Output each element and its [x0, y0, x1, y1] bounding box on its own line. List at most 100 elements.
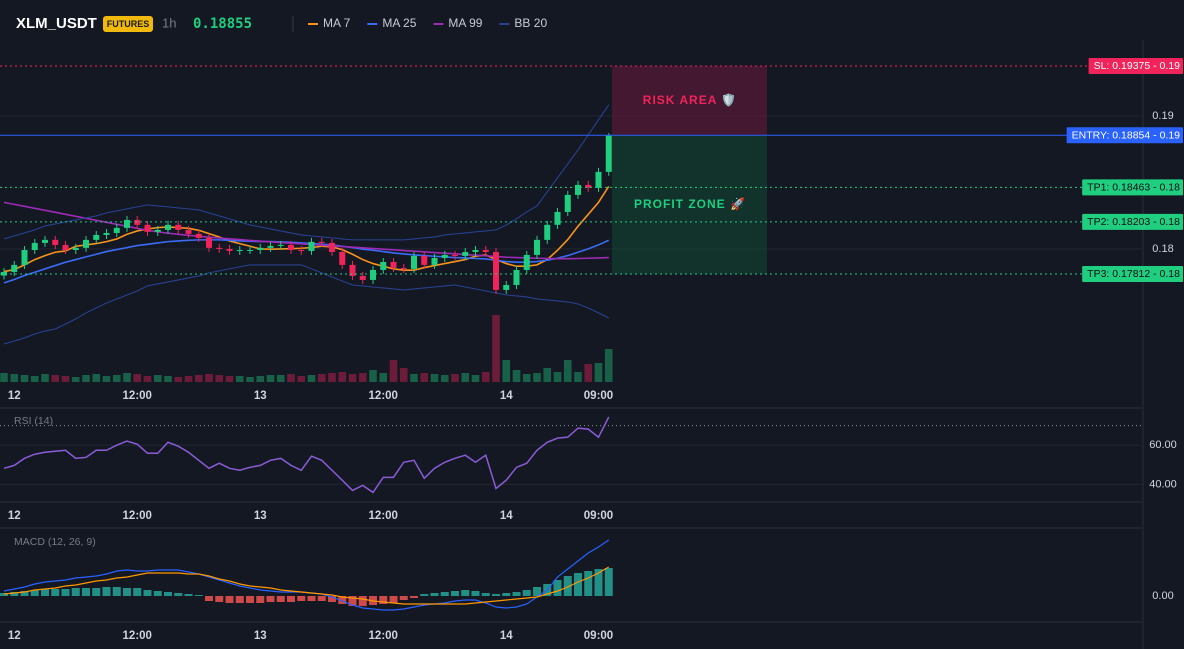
x-tick-label: 14: [500, 390, 513, 402]
indicator-line: [3, 104, 610, 241]
volume-bar: [10, 374, 19, 382]
y-tick-label: 40.00: [1149, 478, 1177, 490]
volume-bar: [215, 375, 224, 382]
histogram-bar: [30, 590, 39, 596]
histogram-bar: [41, 589, 49, 596]
volume-bar: [594, 363, 603, 382]
volume-bar: [492, 315, 500, 382]
volume-bar: [369, 370, 377, 382]
candle-body: [11, 264, 18, 272]
histogram-bar: [410, 596, 418, 598]
candle-body: [298, 249, 305, 251]
volume-bar: [307, 375, 316, 382]
candle-body: [288, 244, 294, 250]
y-tick-label: 0.00: [1152, 590, 1173, 602]
candle-body: [165, 224, 171, 230]
x-tick-label: 09:00: [584, 510, 613, 522]
volume-bar: [92, 374, 101, 382]
level-tag: TP2: 0.18203 - 0.18: [1087, 216, 1180, 228]
indicator-line: [3, 185, 610, 273]
histogram-bar: [440, 592, 449, 596]
histogram-bar: [399, 596, 408, 600]
histogram-bar: [61, 589, 70, 596]
histogram-bar: [389, 596, 398, 603]
level-tag: TP1: 0.18463 - 0.18: [1087, 182, 1180, 194]
histogram-bar: [194, 595, 203, 596]
histogram-bar: [584, 571, 593, 596]
histogram-bar: [297, 596, 306, 601]
level-tag: SL: 0.19375 - 0.19: [1094, 60, 1181, 72]
histogram-bar: [276, 596, 285, 602]
legend-label: BB 20: [514, 16, 547, 30]
x-tick-label: 12:00: [123, 510, 152, 522]
histogram-bar: [256, 596, 265, 603]
volume-bar: [133, 374, 142, 382]
indicator-line: [3, 566, 610, 605]
volume-bar: [338, 372, 347, 382]
candle-body: [472, 249, 479, 252]
level-tag-bg: [1082, 213, 1183, 230]
legend-label: MA 25: [382, 16, 416, 30]
volume-bar: [20, 375, 29, 382]
histogram-bar: [338, 596, 347, 604]
last-price: 0.18855: [193, 16, 252, 32]
x-tick-label: 12: [8, 630, 21, 642]
candle-body: [124, 219, 130, 228]
volume-bar: [389, 360, 398, 382]
zone: [612, 65, 767, 136]
volume-bar: [0, 373, 8, 382]
x-tick-label: 14: [500, 510, 513, 522]
histogram-bar: [502, 593, 511, 596]
candle-body: [564, 194, 571, 212]
candle-body: [113, 227, 120, 233]
volume-bar: [604, 349, 613, 382]
level-tag-bg: [1088, 57, 1183, 74]
volume-bar: [82, 375, 90, 382]
volume-bar: [276, 375, 285, 382]
candle-body: [554, 211, 561, 225]
candle-body: [62, 244, 69, 250]
histogram-bar: [82, 588, 90, 596]
volume-bar: [328, 373, 336, 382]
histogram-bar: [287, 596, 295, 602]
histogram-bar: [0, 593, 8, 596]
x-tick-label: 12:00: [369, 630, 398, 642]
x-tick-label: 13: [254, 390, 267, 402]
histogram-bar: [20, 591, 29, 596]
histogram-bar: [71, 588, 80, 596]
x-tick-label: 13: [254, 510, 267, 522]
histogram-bar: [420, 594, 429, 596]
histogram-bar: [594, 569, 603, 596]
x-tick-label: 12:00: [369, 390, 398, 402]
interval[interactable]: 1h: [162, 15, 176, 30]
volume-bar: [266, 375, 275, 382]
histogram-bar: [10, 592, 19, 596]
candle-body: [605, 135, 612, 172]
histogram-bar: [328, 596, 336, 602]
badge-bg: [103, 16, 153, 32]
volume-bar: [481, 372, 490, 382]
candle-body: [482, 249, 489, 252]
level-tag: ENTRY: 0.18854 - 0.19: [1072, 130, 1181, 142]
candle-body: [31, 242, 38, 250]
volume-bar: [174, 377, 183, 382]
histogram-bar: [143, 590, 152, 596]
volume-bar: [348, 374, 357, 382]
candle-body: [1, 271, 7, 276]
candle-body: [349, 264, 356, 276]
candle-body: [452, 254, 458, 256]
volume-bar: [358, 373, 367, 382]
histogram-bar: [522, 590, 531, 596]
volume-bar: [153, 375, 162, 382]
candle-body: [493, 251, 499, 290]
volume-bar: [102, 376, 111, 382]
candle-body: [441, 254, 448, 258]
candle-body: [175, 224, 182, 230]
histogram-bar: [112, 587, 121, 596]
histogram-bar: [246, 596, 254, 603]
y-tick-label: 60.00: [1149, 439, 1177, 451]
volume-bar: [194, 375, 203, 382]
candle-body: [236, 249, 243, 251]
